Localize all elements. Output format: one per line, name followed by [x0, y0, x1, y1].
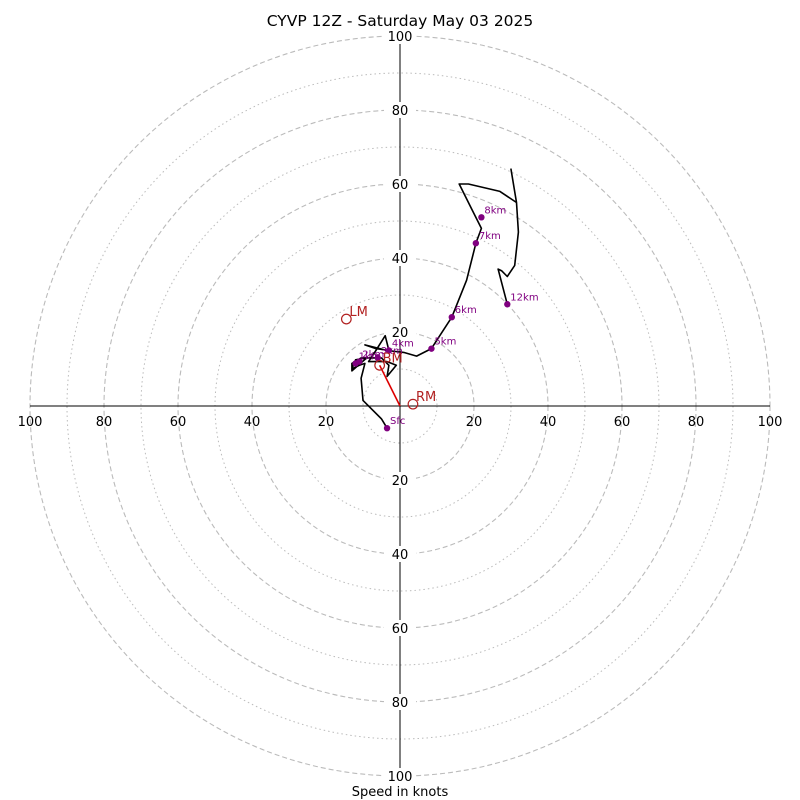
height-marker-label: 2km	[362, 350, 384, 361]
tick-label: 100	[388, 30, 413, 45]
height-marker-point	[374, 354, 381, 362]
height-marker-point	[504, 301, 511, 308]
storm-motion-label: LM	[349, 305, 367, 320]
chart-title: CYVP 12Z - Saturday May 03 2025	[267, 12, 534, 30]
storm-motion-label: BM	[383, 351, 403, 366]
tick-label-bg	[384, 28, 416, 44]
height-marker-label: Sfc	[390, 416, 405, 427]
height-marker-point	[385, 347, 393, 354]
height-marker-label: 12km	[510, 292, 538, 303]
tick-label-bg	[384, 250, 416, 266]
tick-label-bg	[384, 472, 416, 488]
tick-label: 80	[392, 104, 409, 119]
height-marker-point	[448, 314, 455, 321]
tick-label: 100	[758, 415, 783, 430]
tick-label-bg	[384, 768, 416, 784]
height-marker-point	[356, 358, 363, 365]
height-marker-point	[478, 214, 485, 221]
tick-label: 20	[318, 415, 335, 430]
tick-label: 60	[392, 178, 409, 193]
tick-label: 60	[392, 622, 409, 637]
tick-label-bg	[384, 694, 416, 710]
height-marker-point	[428, 345, 435, 352]
tick-label-bg	[384, 324, 416, 340]
tick-label: 80	[688, 415, 705, 430]
mean-wind-line	[378, 364, 401, 407]
mean-wind-vector	[378, 364, 401, 407]
tick-label: 40	[392, 252, 409, 267]
tick-label: 60	[170, 415, 187, 430]
storm-motion-point	[407, 398, 419, 410]
tick-label: 20	[392, 474, 409, 489]
height-marker-label: 4km	[392, 339, 414, 350]
height-marker-label: 5km	[434, 337, 456, 348]
tick-label: 40	[392, 548, 409, 563]
height-marker-label: 1km	[359, 351, 381, 362]
tick-label: 80	[96, 415, 113, 430]
tick-label-bg	[384, 546, 416, 562]
height-marker-label: 6km	[455, 305, 477, 316]
storm-motion-label: RM	[416, 390, 436, 405]
height-markers: Sfc1km2km3km4km5km6km7km8km12km	[352, 205, 539, 432]
tick-label: 100	[388, 770, 413, 785]
storm-motion-point	[374, 359, 386, 371]
tick-label: 20	[466, 415, 483, 430]
tick-label-bg	[384, 176, 416, 192]
height-marker-label: 7km	[479, 231, 501, 242]
tick-label: 80	[392, 696, 409, 711]
tick-label-bg	[384, 102, 416, 118]
tick-label: 40	[244, 415, 261, 430]
storm-motion-point	[340, 313, 352, 325]
storm-motion-markers: LM RM BM	[340, 305, 436, 410]
height-marker-point	[472, 240, 480, 247]
tick-label: 40	[540, 415, 557, 430]
height-marker-label: 8km	[484, 205, 506, 216]
tick-labels: 20 20 20 20 40 40 40 40 60 60 60 60 80 80 80 80 100 100 10…	[18, 28, 783, 785]
x-axis-label: Speed in knots	[352, 785, 449, 800]
height-marker-point	[383, 425, 391, 432]
tick-label: 20	[392, 326, 409, 341]
tick-label: 100	[18, 415, 43, 430]
tick-label: 60	[614, 415, 631, 430]
tick-label-bg	[384, 620, 416, 636]
